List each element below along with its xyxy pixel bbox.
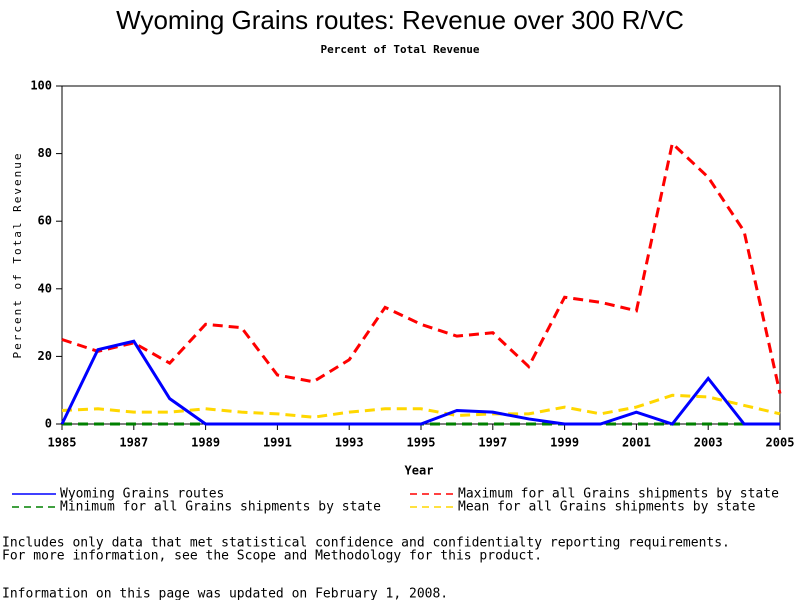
x-tick-label: 1995 [407,436,436,450]
y-tick-label: 80 [38,146,52,160]
footnote: For more information, see the Scope and … [2,549,542,564]
footnote: Includes only data that met statistical … [2,536,730,551]
x-tick-label: 2003 [694,436,723,450]
x-tick-label: 1991 [263,436,292,450]
legend-label: Minimum for all Grains shipments by stat… [60,500,381,515]
x-tick-label: 2005 [766,436,795,450]
legend-label: Mean for all Grains shipments by state [458,500,756,515]
plot-frame [61,85,781,425]
y-axis-label: Percent of Total Revenue [11,152,24,359]
series-line [61,393,781,419]
x-tick-label: 1999 [550,436,579,450]
chart-title: Wyoming Grains routes: Revenue over 300 … [116,5,684,35]
x-tick-label: 1993 [335,436,364,450]
footnote: Information on this page was updated on … [2,587,448,600]
legend-label: Maximum for all Grains shipments by stat… [458,487,779,502]
x-tick-label: 1989 [191,436,220,450]
series-line [61,140,782,394]
y-tick-label: 20 [38,349,52,363]
y-tick-label: 0 [45,417,52,431]
x-axis-label: Year [405,464,434,478]
x-tick-label: 1987 [119,436,148,450]
y-tick-label: 40 [38,281,52,295]
y-tick-label: 60 [38,214,52,228]
x-tick-label: 2001 [622,436,651,450]
x-tick-label: 1985 [48,436,77,450]
y-tick-label: 100 [30,79,52,93]
legend-label: Wyoming Grains routes [60,487,224,502]
chart-subtitle: Percent of Total Revenue [321,43,480,56]
x-tick-label: 1997 [478,436,507,450]
series-line [60,339,780,426]
